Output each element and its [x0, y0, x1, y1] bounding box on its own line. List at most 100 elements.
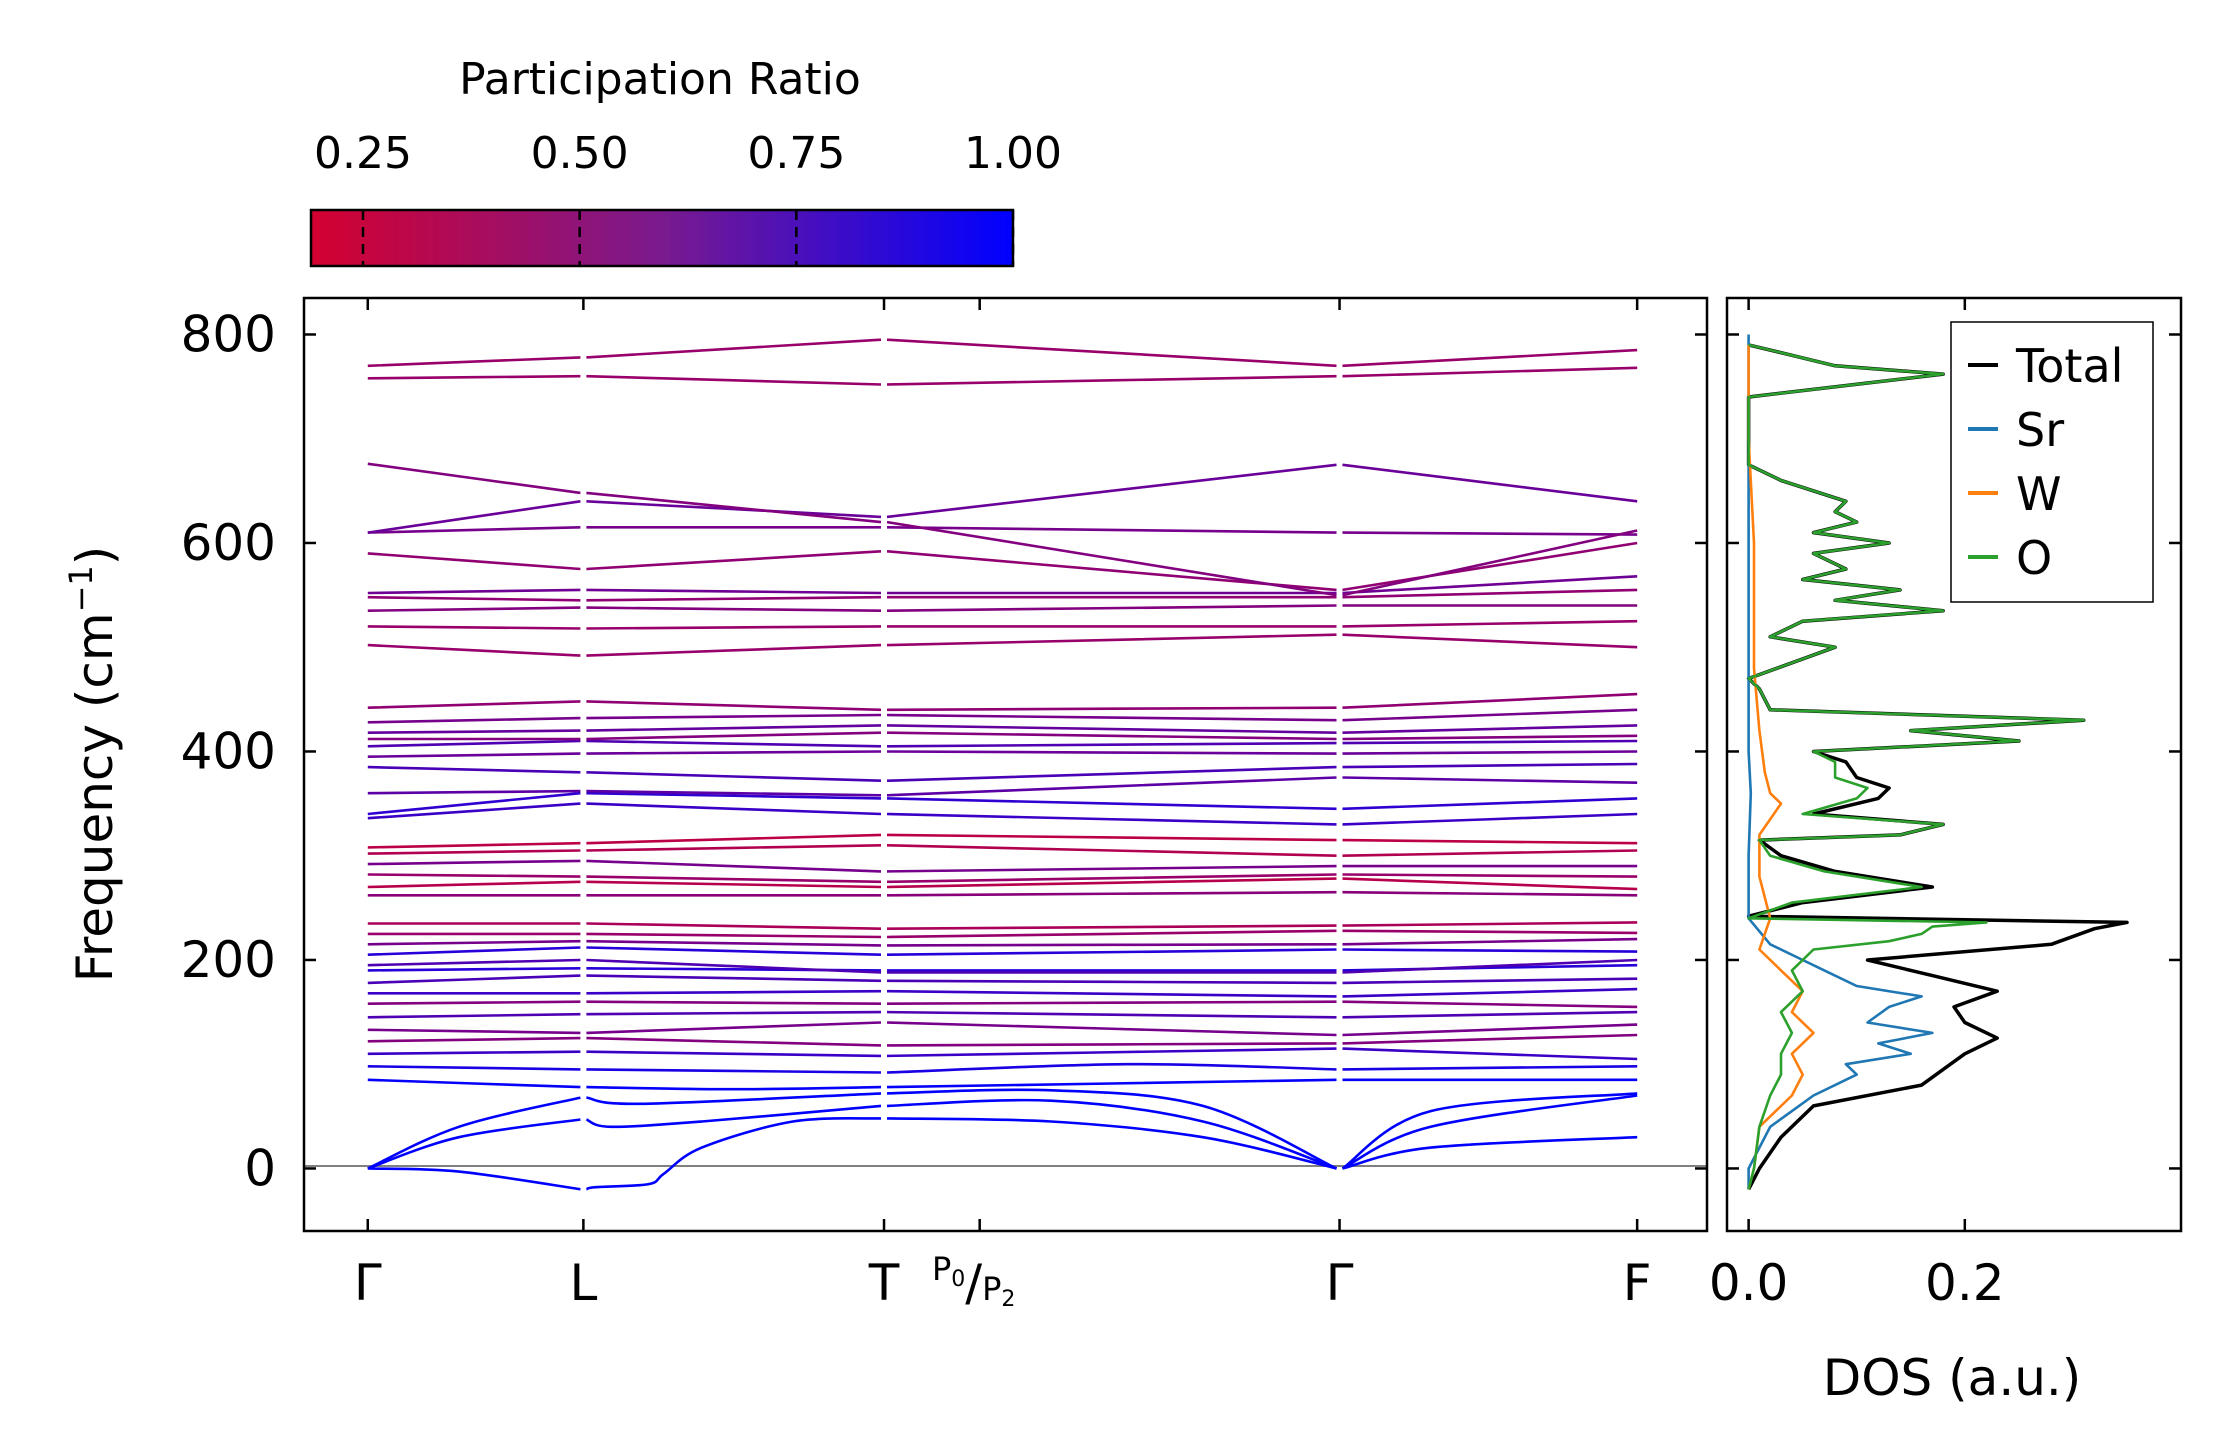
phonon-band-acoustic-1	[886, 1117, 1337, 1170]
phonon-band-band-158	[586, 1000, 882, 1005]
phonon-band-band-340	[586, 791, 882, 800]
phonon-band-band-770	[367, 356, 581, 368]
phonon-band-band-215	[886, 943, 1337, 947]
phonon-band-band-190	[367, 967, 581, 972]
phonon-band-band-145	[586, 1010, 882, 1016]
dos-curves	[1746, 334, 2129, 1191]
colorbar-tick-label: 0.25	[314, 128, 412, 179]
phonon-band-band-590	[367, 552, 581, 571]
phonon-band-band-292	[367, 859, 581, 866]
phonon-band-band-122	[586, 1036, 882, 1047]
phonon-band-band-590	[886, 550, 1337, 592]
phonon-band-band-395	[586, 750, 882, 755]
phonon-band-band-675	[367, 462, 581, 495]
phonon-band-band-405	[1342, 739, 1638, 745]
colorbar-ticks: 0.25 0.50 0.75 1.00	[314, 128, 1062, 266]
phonon-band-acoustic-2	[367, 1118, 581, 1170]
phonon-band-band-412	[886, 731, 1337, 741]
p2-label-sub: 2	[1001, 1287, 1015, 1312]
phonon-band-band-292	[586, 859, 882, 873]
phonon-band-band-405	[586, 739, 882, 748]
phonon-band-acoustic-3	[886, 1088, 1338, 1170]
phonon-band-band-302	[367, 849, 581, 855]
phonon-band-band-178	[586, 974, 882, 983]
phonon-band-band-235	[586, 922, 882, 930]
phonon-band-band-198	[1342, 958, 1638, 974]
phonon-band-band-198	[586, 958, 882, 974]
phonon-band-band-420	[886, 724, 1337, 734]
phonon-band-band-430	[367, 716, 581, 724]
phonon-band-band-675	[886, 520, 1337, 597]
phonon-band-band-272	[586, 880, 882, 889]
phonon-band-band-640	[1342, 463, 1638, 503]
phonon-band-band-85	[586, 1085, 882, 1091]
phonon-band-band-158	[886, 1000, 1337, 1005]
x-tick-label: Γ	[354, 1254, 382, 1312]
p0-label-base: P	[932, 1250, 951, 1288]
phonon-band-band-640	[886, 463, 1337, 519]
phonon-band-band-282	[886, 873, 1337, 884]
phonon-band-band-442	[1342, 692, 1638, 709]
phonon-band-band-178	[886, 979, 1337, 985]
phonon-band-band-282	[586, 875, 882, 884]
dos-series-sr	[1747, 334, 1934, 1190]
phonon-band-band-548	[586, 595, 882, 602]
phonon-band-band-302	[586, 844, 882, 852]
band-plot-frame	[302, 296, 1709, 1233]
band-x-ticks: Γ L T P0/P2 Γ F	[354, 298, 1652, 1312]
legend-label-total: Total	[2015, 339, 2123, 393]
phonon-band-band-758	[886, 374, 1337, 386]
phonon-band-band-675	[1342, 529, 1638, 597]
phonon-band-band-215	[1342, 937, 1638, 946]
phonon-band-acoustic-3	[1341, 1092, 1638, 1170]
phonon-band-band-420	[367, 729, 581, 734]
phonon-band-band-770	[1342, 348, 1638, 368]
phonon-band-acoustic-3	[367, 1096, 581, 1170]
colorbar-tick-label: 1.00	[964, 128, 1062, 179]
p0-label-sub: 0	[951, 1267, 965, 1292]
phonon-band-band-98	[586, 1068, 882, 1074]
phonon-band-band-190	[1342, 963, 1638, 972]
phonon-band-band-336	[586, 802, 882, 816]
phonon-band-band-282	[1342, 873, 1638, 878]
phonon-band-band-502	[886, 633, 1337, 647]
phonon-band-band-158	[367, 1000, 581, 1005]
phonon-band-acoustic-2	[886, 1098, 1337, 1170]
phonon-band-band-336	[886, 812, 1337, 826]
y-tick-label: 400	[181, 722, 276, 780]
y-axis-label-superscript: −1	[62, 565, 100, 612]
phonon-band-band-758	[586, 374, 882, 386]
phonon-band-band-758	[1342, 366, 1638, 378]
phonon-band-band-412	[586, 731, 882, 741]
phonon-band-band-395	[367, 752, 581, 758]
phonon-band-band-442	[886, 706, 1337, 712]
phonon-band-band-430	[1342, 708, 1638, 722]
band-y-ticks: 0 200 400 600 800	[181, 305, 1707, 1197]
phonon-band-band-272	[886, 877, 1337, 889]
phonon-band-band-145	[1342, 1010, 1638, 1019]
phonon-band-band-178	[1342, 977, 1638, 985]
dos-series-o	[1747, 343, 2085, 1190]
phonon-band-band-205	[886, 948, 1337, 956]
phonon-band-band-385	[1342, 762, 1638, 769]
phonon-band-band-133	[367, 1028, 581, 1035]
phonon-band-band-178	[367, 974, 581, 985]
phonon-band-band-85	[886, 1078, 1337, 1089]
phonon-band-band-395	[886, 750, 1337, 755]
phonon-band-band-110	[367, 1050, 581, 1056]
phonon-band-band-122	[367, 1036, 581, 1043]
phonon-band-band-502	[367, 643, 581, 657]
y-axis-label-main: Frequency (cm	[66, 612, 124, 982]
phonon-band-band-430	[586, 713, 882, 720]
y-tick-label: 200	[181, 931, 276, 989]
phonon-band-band-552	[586, 588, 882, 595]
y-axis-label-close: )	[66, 546, 124, 566]
phonon-band-acoustic-1	[367, 1167, 581, 1191]
phonon-band-band-340	[1342, 797, 1638, 811]
phonon-band-band-385	[367, 765, 581, 774]
y-axis-label: Frequency (cm−1)	[62, 546, 124, 983]
y-tick-label: 800	[181, 305, 276, 363]
phonon-band-band-302	[1342, 849, 1638, 857]
phonon-band-band-110	[1342, 1047, 1638, 1061]
